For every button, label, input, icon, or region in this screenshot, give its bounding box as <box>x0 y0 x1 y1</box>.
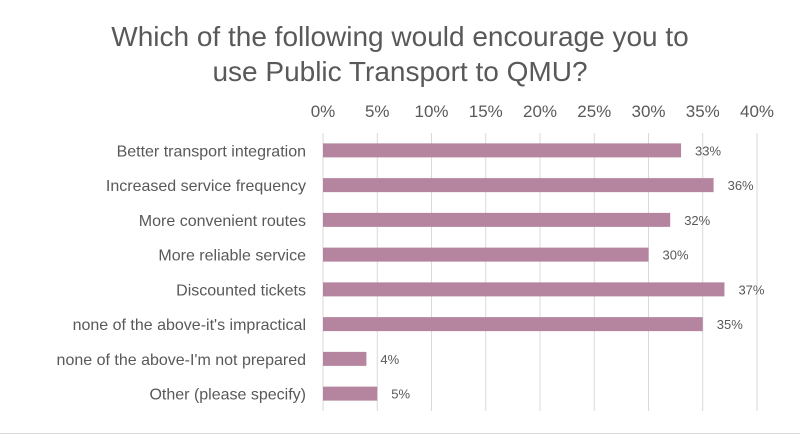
x-tick-label: 30% <box>631 102 665 121</box>
x-tick-label: 5% <box>365 102 390 121</box>
x-tick-label: 35% <box>686 102 720 121</box>
data-label: 4% <box>380 352 399 367</box>
chart-title-line-1: Which of the following would encourage y… <box>111 21 689 52</box>
category-label: More reliable service <box>158 248 306 265</box>
data-label: 5% <box>391 387 410 402</box>
category-label: Discounted tickets <box>176 282 306 299</box>
data-label: 32% <box>684 213 710 228</box>
data-label: 37% <box>738 282 764 297</box>
category-label: Other (please specify) <box>149 387 306 404</box>
bar <box>323 212 671 227</box>
x-tick-label: 20% <box>523 102 557 121</box>
category-label: More convenient routes <box>139 213 306 230</box>
data-label: 36% <box>728 178 754 193</box>
category-label: none of the above-I'm not prepared <box>57 352 306 369</box>
category-label: Better transport integration <box>117 143 306 160</box>
bar <box>323 351 367 366</box>
bar <box>323 282 725 297</box>
bar <box>323 178 714 193</box>
data-label: 33% <box>695 143 721 158</box>
category-label: Increased service frequency <box>106 178 306 195</box>
x-tick-label: 25% <box>577 102 611 121</box>
x-tick-label: 10% <box>414 102 448 121</box>
x-tick-label: 15% <box>469 102 503 121</box>
data-label: 35% <box>717 317 743 332</box>
x-tick-label: 0% <box>311 102 336 121</box>
bar <box>323 317 703 332</box>
category-label: none of the above-it's impractical <box>73 317 306 334</box>
data-label: 30% <box>663 248 689 263</box>
chart-title-line-2: use Public Transport to QMU? <box>212 56 588 87</box>
bar <box>323 386 378 401</box>
bar <box>323 143 682 158</box>
bar <box>323 247 649 262</box>
x-tick-label: 40% <box>740 102 774 121</box>
